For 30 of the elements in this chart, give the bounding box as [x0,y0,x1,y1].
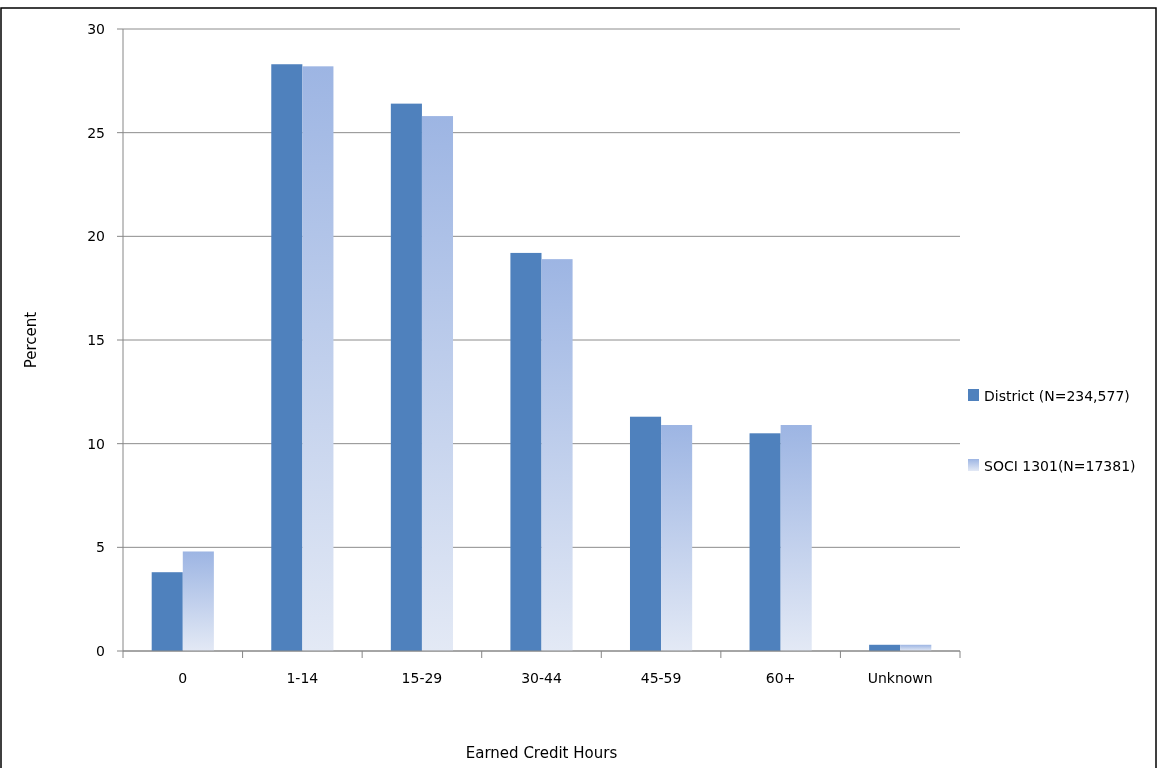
x-tick-label: 15-29 [401,670,443,686]
y-axis-title: Percent [22,311,40,369]
x-tick-label: 1-14 [286,670,319,686]
bar [541,259,573,651]
legend-label: District (N=234,577) [984,387,1130,404]
y-tick-label: 20 [87,228,105,245]
x-tick-label: 45-59 [640,670,682,686]
bar [780,425,812,651]
legend-label: SOCI 1301(N=17381) [984,457,1136,474]
bar [661,425,693,651]
bar [629,416,662,651]
y-tick-label: 30 [87,20,105,37]
y-tick-label: 0 [96,642,105,659]
bar [421,116,454,651]
bar [390,103,422,651]
x-tick-label: 30-44 [521,670,562,686]
x-tick-label: 60+ [765,670,796,686]
bar [510,252,542,651]
y-tick-label: 10 [87,435,105,452]
y-tick-label: 15 [87,331,105,348]
bar [151,572,183,651]
bar [182,551,214,651]
y-tick-label: 5 [96,539,105,556]
x-axis-title: Earned Credit Hours [465,744,618,762]
y-tick-label: 25 [87,124,105,141]
x-tick-label: 0 [178,670,188,686]
bar [271,64,303,651]
x-tick-label: Unknown [867,670,933,686]
bar [302,66,334,651]
bar [749,433,781,651]
